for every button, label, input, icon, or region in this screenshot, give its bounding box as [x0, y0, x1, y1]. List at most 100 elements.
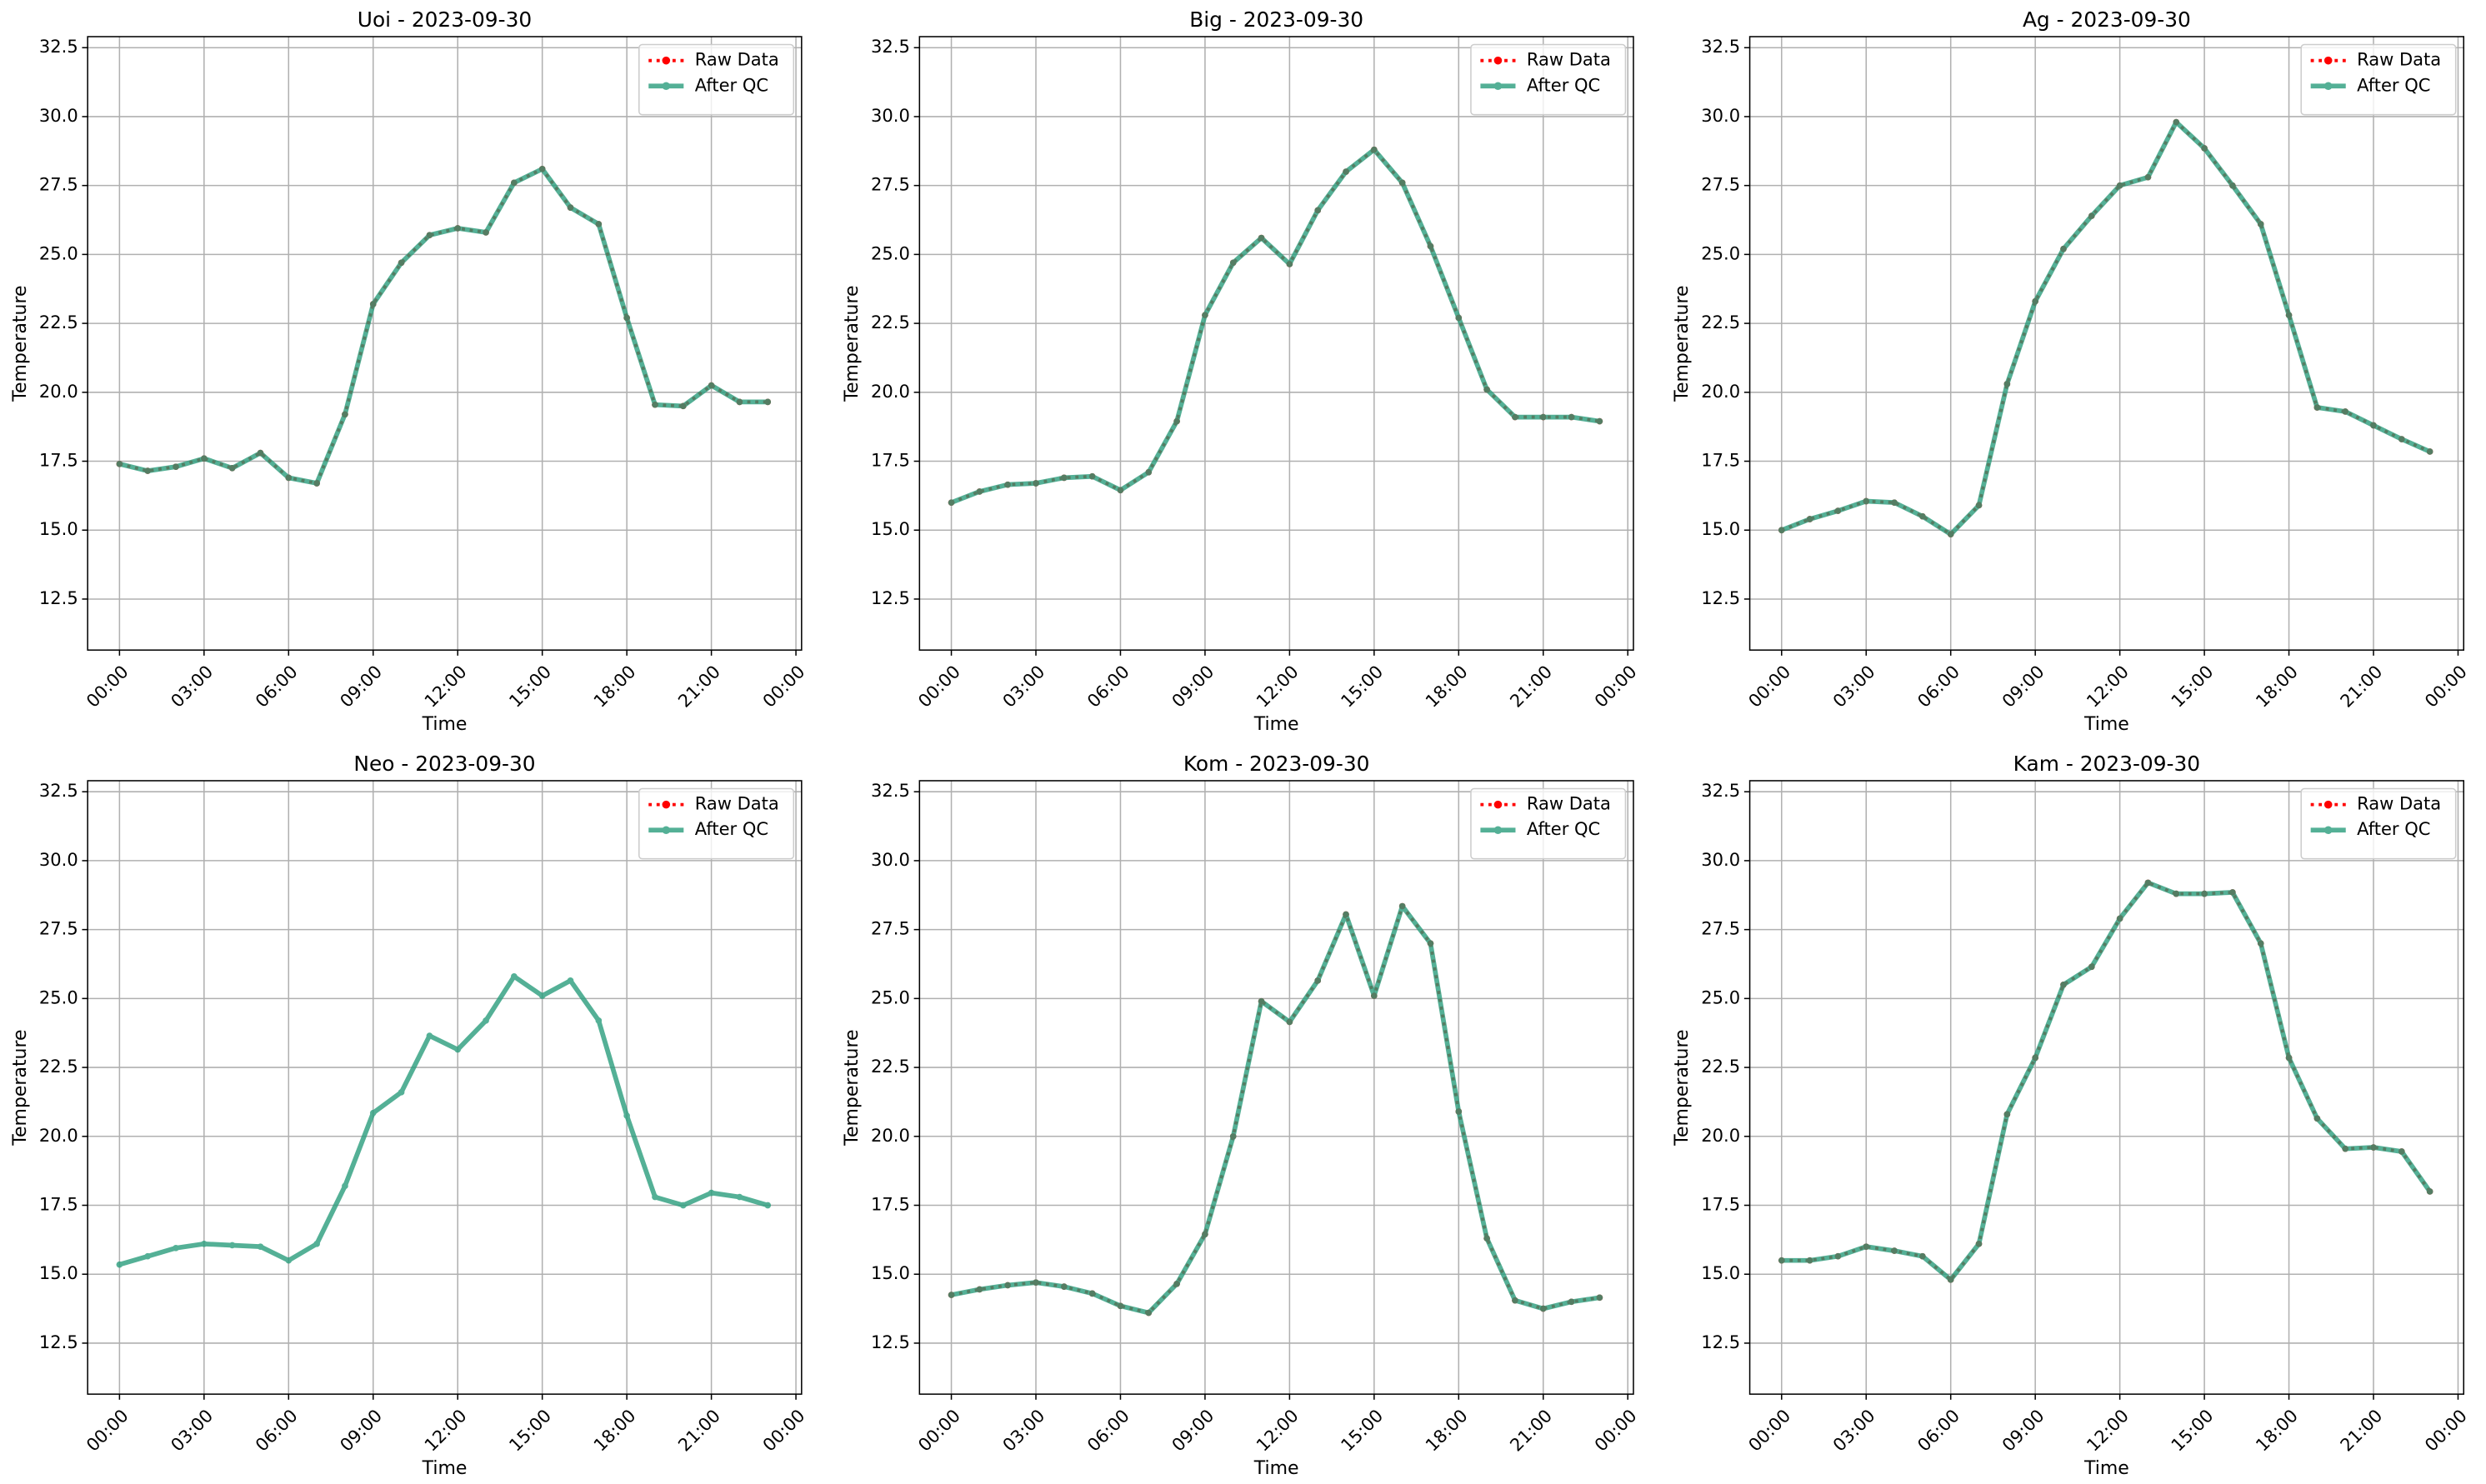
legend-marker [1493, 800, 1503, 809]
data-point [2173, 118, 2180, 126]
data-point [483, 229, 489, 236]
x-tick-label: 09:00 [1168, 661, 1218, 712]
data-point [1975, 1241, 1983, 1247]
y-tick-label: 27.5 [39, 918, 78, 939]
y-tick-label: 12.5 [871, 587, 910, 608]
y-axis-label: Temperature [1672, 285, 1693, 402]
y-tick-label: 25.0 [1701, 242, 1740, 263]
data-point [2426, 448, 2433, 455]
y-tick-label: 22.5 [1701, 1056, 1740, 1077]
chart-title: Kom - 2023-09-30 [1183, 752, 1370, 776]
y-tick-label: 12.5 [39, 587, 78, 608]
series [1778, 879, 2433, 1283]
data-point [1512, 1297, 1518, 1304]
y-tick-label: 32.5 [39, 780, 78, 801]
x-tick-label: 00:00 [913, 1405, 964, 1456]
x-tick-label: 15:00 [1337, 1405, 1388, 1456]
data-point [1004, 1282, 1012, 1289]
data-point [595, 221, 603, 227]
data-point [2144, 173, 2152, 181]
y-tick-label: 32.5 [39, 36, 78, 57]
data-point [2313, 1115, 2321, 1122]
data-point [342, 1182, 348, 1190]
data-point [1173, 1280, 1180, 1287]
x-axis-label: Time [1253, 1458, 1299, 1479]
x-axis-label: Time [422, 1458, 468, 1479]
data-point [1596, 1294, 1603, 1302]
data-point [116, 461, 123, 467]
data-point [1286, 1018, 1293, 1026]
data-point [1947, 1277, 1954, 1283]
data-point [2088, 212, 2095, 219]
data-point [736, 1193, 743, 1201]
data-point [1568, 413, 1575, 421]
data-point [426, 1032, 433, 1039]
data-point [1427, 242, 1434, 250]
data-point [1088, 1290, 1096, 1297]
x-tick-label: 00:00 [82, 1405, 133, 1456]
y-tick-label: 12.5 [39, 1332, 78, 1352]
data-point [173, 463, 179, 470]
legend-box [2300, 43, 2457, 116]
data-point [398, 1089, 405, 1096]
x-tick-label: 00:00 [913, 661, 964, 712]
legend-swatch [1480, 800, 1516, 809]
x-tick-label: 18:00 [1421, 1405, 1472, 1456]
y-tick-label: 25.0 [871, 987, 910, 1007]
x-tick-label: 15:00 [505, 661, 556, 712]
legend-swatch [648, 82, 684, 91]
data-point [1455, 1108, 1463, 1115]
y-axis-label: Temperature [1672, 1029, 1693, 1146]
y-axis-label: Temperature [10, 1029, 31, 1146]
legend-marker [662, 800, 671, 809]
data-point [116, 1261, 123, 1268]
data-point [1258, 997, 1265, 1005]
data-point [2257, 221, 2264, 227]
data-point [2201, 145, 2208, 152]
y-tick-label: 17.5 [871, 450, 910, 471]
data-point [538, 165, 546, 172]
legend-box [1470, 787, 1627, 860]
series [948, 146, 1603, 506]
x-tick-label: 15:00 [505, 1405, 556, 1456]
y-tick-label: 20.0 [1701, 381, 1740, 402]
data-point [2032, 1054, 2038, 1062]
y-tick-label: 15.0 [871, 518, 910, 539]
data-point [1919, 1252, 1926, 1260]
y-tick-label: 20.0 [871, 1125, 910, 1146]
data-point [285, 1257, 293, 1264]
legend-marker [662, 56, 671, 65]
x-tick-label: 00:00 [82, 661, 133, 712]
chart-title: Big - 2023-09-30 [1189, 7, 1363, 32]
data-point [1286, 261, 1293, 267]
y-tick-label: 25.0 [39, 987, 78, 1007]
data-line [1780, 119, 2431, 537]
legend-marker [1493, 82, 1503, 91]
series [116, 165, 772, 487]
data-point [1863, 497, 1870, 505]
series [116, 973, 772, 1268]
data-point [2370, 422, 2377, 429]
x-axis-label: Time [1253, 714, 1299, 735]
data-point [2313, 404, 2321, 411]
data-point [1596, 417, 1603, 425]
data-point [426, 232, 433, 239]
data-point [1427, 940, 1434, 947]
data-point [173, 1244, 179, 1252]
data-point [1314, 207, 1322, 214]
y-tick-label: 27.5 [1701, 918, 1740, 939]
data-point [538, 992, 546, 999]
axes-frame [918, 36, 1634, 651]
data-point [313, 1241, 320, 1247]
x-tick-label: 21:00 [674, 661, 725, 712]
x-tick-label: 18:00 [1421, 661, 1472, 712]
legend-label: Raw Data [695, 49, 779, 70]
legend-box [638, 43, 795, 116]
data-point [2003, 381, 2011, 387]
data-point [2116, 182, 2123, 189]
data-point [652, 401, 658, 408]
data-point [1539, 1305, 1547, 1312]
data-point [483, 1017, 489, 1024]
plot-area [1749, 780, 2464, 1395]
